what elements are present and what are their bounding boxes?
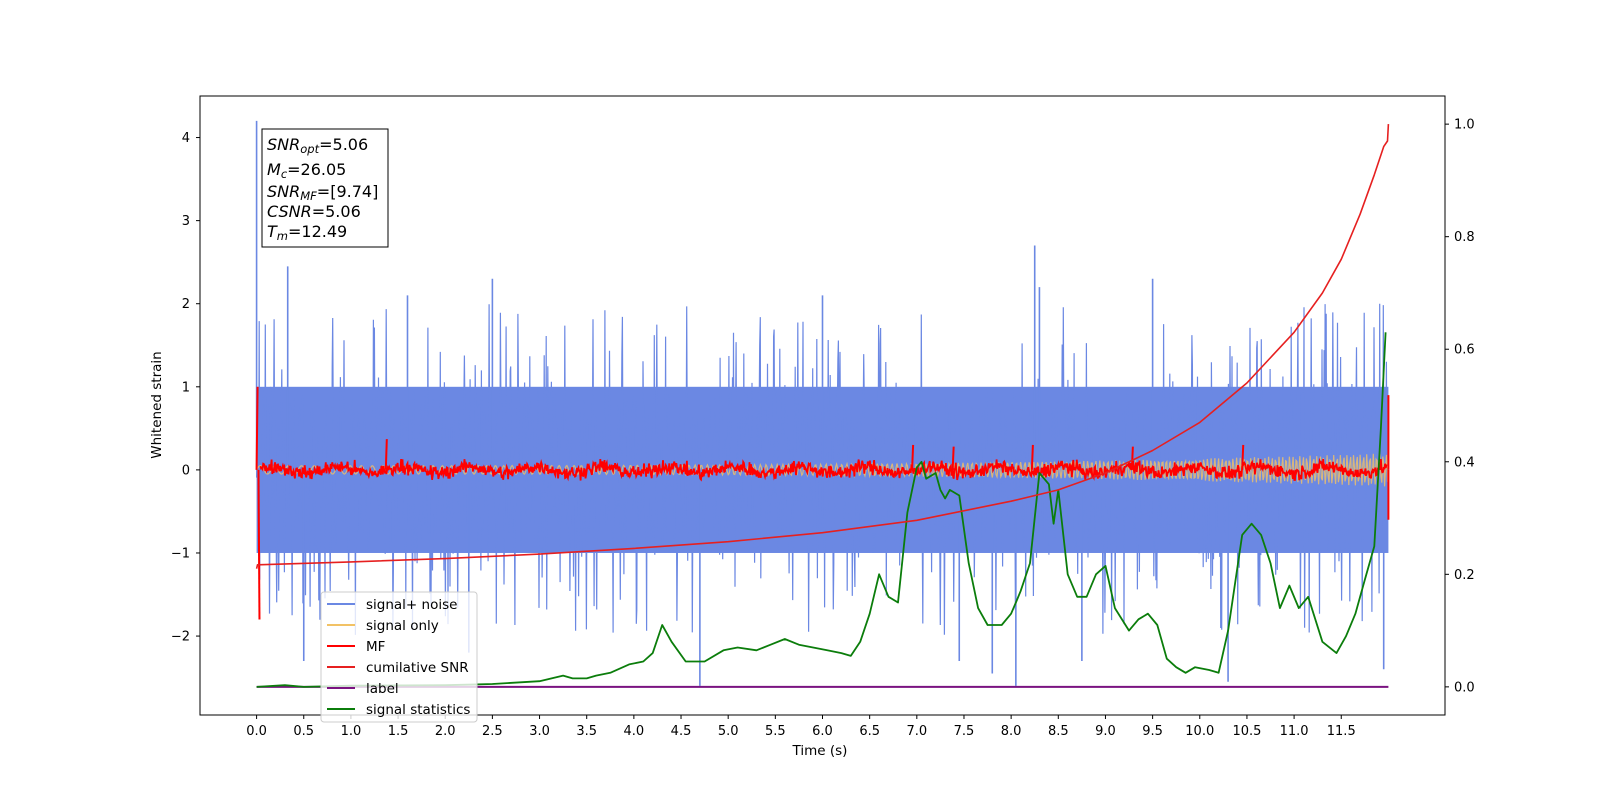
stat-snr-opt-label: SNR xyxy=(267,135,300,154)
legend-label-signal-only: signal only xyxy=(366,618,439,634)
mf-peak-1 xyxy=(257,469,261,620)
mf-peak-2 xyxy=(384,439,388,470)
y-tick-label-3: 1 xyxy=(182,380,190,395)
x-tick-label-19: 9.5 xyxy=(1142,724,1163,739)
x-tick-label-17: 8.5 xyxy=(1048,724,1069,739)
x-tick-label-3: 1.5 xyxy=(388,724,409,739)
y2-tick-label-2: 0.4 xyxy=(1454,455,1475,470)
legend-label-mf: MF xyxy=(366,639,385,655)
stat-mc-value: =26.05 xyxy=(287,160,346,179)
legend: signal+ noise signal only MF cumilative SNR… xyxy=(320,591,478,723)
stat-snr-opt-sub: opt xyxy=(300,142,319,156)
y2-tick-label-3: 0.6 xyxy=(1454,343,1475,358)
x-tick-label-21: 10.5 xyxy=(1232,724,1261,739)
stat-mc-sub: c xyxy=(281,167,288,181)
x-tick-label-13: 6.5 xyxy=(859,724,880,739)
mf-peak-6 xyxy=(1130,446,1134,470)
x-tick-label-10: 5.0 xyxy=(718,724,739,739)
x-tick-label-15: 7.5 xyxy=(954,724,975,739)
x-tick-label-20: 10.0 xyxy=(1185,724,1214,739)
mf-peak-4 xyxy=(951,446,955,470)
series-cumulative-snr xyxy=(255,124,1390,569)
stat-mc-label: M xyxy=(267,160,281,179)
stat-tm-label: T xyxy=(267,222,278,241)
stat-snr-opt: SNRopt=5.06 xyxy=(267,135,368,156)
x-tick-label-2: 1.0 xyxy=(341,724,362,739)
legend-label-signal-noise: signal+ noise xyxy=(366,597,457,613)
x-tick-label-18: 9.0 xyxy=(1095,724,1116,739)
plot-area xyxy=(255,120,1390,688)
y-tick-label-5: 3 xyxy=(182,214,190,229)
mf-peak-7 xyxy=(1241,444,1245,470)
mf-peak-5 xyxy=(1030,444,1034,470)
stat-tm: Tm=12.49 xyxy=(267,222,347,243)
stat-snr-mf-sub: MF xyxy=(300,189,317,203)
y2-tick-label-5: 1.0 xyxy=(1454,118,1475,133)
y-tick-label-0: −2 xyxy=(171,630,190,645)
y-axis-label: Whitened strain xyxy=(149,351,165,458)
x-axis-label: Time (s) xyxy=(792,743,848,759)
x-tick-label-11: 5.5 xyxy=(765,724,786,739)
x-tick-label-8: 4.0 xyxy=(624,724,645,739)
stat-snr-mf-label: SNR xyxy=(267,182,300,201)
y2-tick-label-0: 0.0 xyxy=(1454,680,1475,695)
x-tick-label-16: 8.0 xyxy=(1001,724,1022,739)
stats-annotation-box: SNRopt=5.06 Mc=26.05 SNRMF=[9.74] CSNR=5… xyxy=(261,128,389,248)
legend-frame xyxy=(320,591,478,723)
y2-tick-label-1: 0.2 xyxy=(1454,568,1475,583)
y-tick-label-4: 2 xyxy=(182,297,190,312)
stat-csnr-label: CSNR xyxy=(267,202,312,221)
y-axis-left: −2 −1 0 1 2 3 4 xyxy=(171,131,200,645)
x-tick-label-0: 0.0 xyxy=(246,724,267,739)
x-axis: 0.0 0.5 1.0 1.5 2.0 2.5 3.0 3.5 4.0 4.5 5.0 5.5 6.0 6… xyxy=(246,715,1356,739)
noise-trace xyxy=(256,303,1389,635)
stat-snr-mf-value: =[9.74] xyxy=(317,182,379,201)
mf-peak-0 xyxy=(255,386,259,470)
stat-csnr: CSNR=5.06 xyxy=(267,202,361,221)
y-tick-label-2: 0 xyxy=(182,463,190,478)
stats-box-frame xyxy=(261,128,389,248)
stat-snr-opt-value: =5.06 xyxy=(319,135,368,154)
x-tick-label-4: 2.0 xyxy=(435,724,456,739)
stat-tm-value: =12.49 xyxy=(288,222,347,241)
stat-mc: Mc=26.05 xyxy=(267,160,346,181)
x-tick-label-22: 11.0 xyxy=(1280,724,1309,739)
x-tick-label-14: 7.0 xyxy=(906,724,927,739)
series-signal-statistics xyxy=(256,332,1387,688)
legend-label-label: label xyxy=(366,681,399,697)
y-axis-right: 0.0 0.2 0.4 0.6 0.8 1.0 xyxy=(1445,118,1475,695)
x-tick-label-6: 3.0 xyxy=(529,724,550,739)
x-tick-label-12: 6.0 xyxy=(812,724,833,739)
x-tick-label-9: 4.5 xyxy=(671,724,692,739)
stat-csnr-value: =5.06 xyxy=(312,202,361,221)
y-tick-label-6: 4 xyxy=(182,131,190,146)
x-tick-label-23: 11.5 xyxy=(1327,724,1356,739)
x-tick-label-1: 0.5 xyxy=(293,724,314,739)
x-tick-label-5: 2.5 xyxy=(482,724,503,739)
series-mf xyxy=(259,457,1388,482)
stat-tm-sub: m xyxy=(277,229,288,243)
mf-peak-3 xyxy=(911,444,915,470)
legend-label-cumilative-snr: cumilative SNR xyxy=(366,660,469,676)
legend-label-signal-statistics: signal statistics xyxy=(366,702,470,718)
x-tick-label-7: 3.5 xyxy=(576,724,597,739)
y2-tick-label-4: 0.8 xyxy=(1454,230,1475,245)
stat-snr-mf: SNRMF=[9.74] xyxy=(267,182,378,203)
y-tick-label-1: −1 xyxy=(171,546,190,561)
